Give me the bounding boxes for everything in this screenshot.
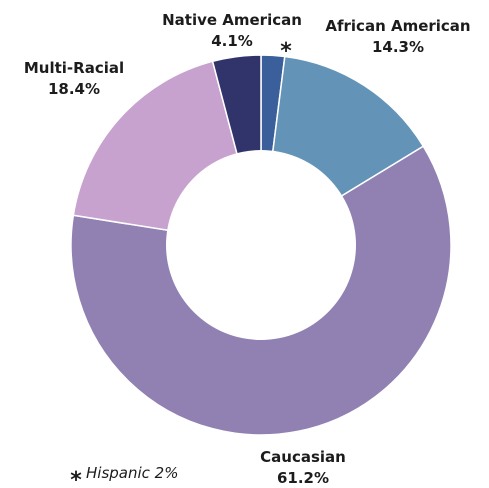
label-african-american-value: 14.3% <box>372 38 424 56</box>
footnote-text: Hispanic 2% <box>86 464 178 482</box>
footnote-asterisk: * <box>70 468 82 488</box>
label-multi-racial-name: Multi-Racial <box>24 59 124 77</box>
label-caucasian-value: 61.2% <box>277 469 329 487</box>
label-native-american-name: Native American <box>162 11 302 29</box>
hispanic-asterisk-marker: * <box>280 39 292 64</box>
label-multi-racial-value: 18.4% <box>48 80 100 98</box>
donut-hole <box>166 150 356 340</box>
label-african-american-name: African American <box>325 17 470 35</box>
label-caucasian-name: Caucasian <box>260 448 346 466</box>
label-native-american-value: 4.1% <box>211 32 253 50</box>
